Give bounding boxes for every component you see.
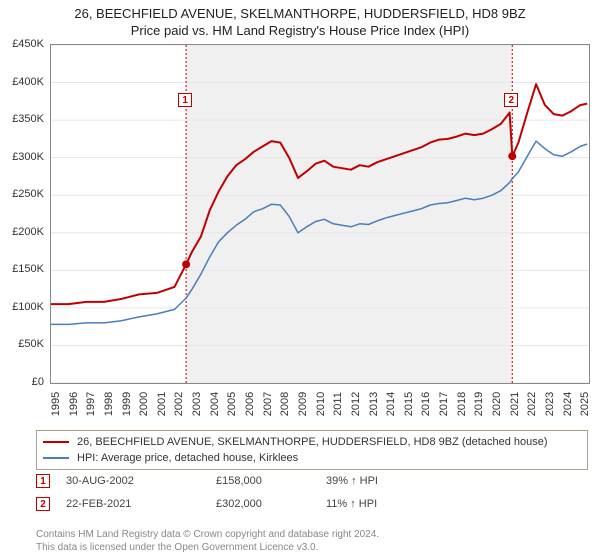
footer-line: This data is licensed under the Open Gov… — [36, 541, 379, 554]
legend-label: HPI: Average price, detached house, Kirk… — [77, 452, 298, 464]
y-tick-label: £50K — [18, 338, 44, 350]
x-tick-label: 2003 — [191, 392, 203, 416]
legend-swatch-property — [43, 441, 69, 443]
x-tick-label: 2011 — [332, 392, 344, 416]
footer-line: Contains HM Land Registry data © Crown c… — [36, 528, 379, 541]
y-tick-label: £250K — [12, 188, 44, 200]
x-tick-label: 2007 — [262, 392, 274, 416]
x-tick-label: 2000 — [138, 392, 150, 416]
y-tick-label: £0 — [32, 376, 44, 388]
sale-marker-icon: 1 — [36, 474, 50, 488]
x-tick-label: 2004 — [209, 392, 221, 416]
x-tick-label: 2014 — [385, 392, 397, 416]
x-tick-label: 1995 — [50, 392, 62, 416]
x-tick-label: 2010 — [315, 392, 327, 416]
x-tick-label: 2023 — [544, 392, 556, 416]
sale-row: 1 30-AUG-2002 £158,000 39% ↑ HPI — [36, 474, 588, 488]
x-tick-label: 2001 — [156, 392, 168, 416]
sale-row: 2 22-FEB-2021 £302,000 11% ↑ HPI — [36, 497, 588, 511]
x-tick-label: 2021 — [509, 392, 521, 416]
x-tick-label: 2015 — [403, 392, 415, 416]
x-tick-label: 2024 — [562, 392, 574, 416]
x-tick-label: 2025 — [579, 392, 591, 416]
x-tick-label: 2006 — [244, 392, 256, 416]
legend-swatch-hpi — [43, 457, 69, 459]
x-tick-label: 2020 — [491, 392, 503, 416]
x-tick-label: 2008 — [279, 392, 291, 416]
x-tick-label: 1998 — [103, 392, 115, 416]
plot-wrap: £0 £50K £100K £150K £200K £250K £300K £350K £400… — [0, 44, 600, 424]
sale-marker-icon: 2 — [504, 93, 518, 107]
x-tick-label: 2017 — [438, 392, 450, 416]
x-tick-label: 2005 — [226, 392, 238, 416]
y-tick-label: £100K — [12, 301, 44, 313]
y-tick-label: £450K — [12, 38, 44, 50]
chart-title-subtitle: Price paid vs. HM Land Registry's House … — [0, 21, 600, 44]
sale-marker-icon: 1 — [178, 93, 192, 107]
footer: Contains HM Land Registry data © Crown c… — [36, 528, 379, 554]
sale-date: 30-AUG-2002 — [66, 475, 216, 487]
legend: 26, BEECHFIELD AVENUE, SKELMANTHORPE, HU… — [36, 430, 588, 470]
legend-label: 26, BEECHFIELD AVENUE, SKELMANTHORPE, HU… — [77, 436, 548, 448]
x-tick-label: 2022 — [526, 392, 538, 416]
y-tick-label: £150K — [12, 263, 44, 275]
x-tick-label: 1999 — [121, 392, 133, 416]
x-tick-label: 2002 — [173, 392, 185, 416]
y-tick-label: £350K — [12, 113, 44, 125]
x-tick-label: 2018 — [456, 392, 468, 416]
x-tick-label: 1996 — [68, 392, 80, 416]
sale-marker-icon: 2 — [36, 497, 50, 511]
sale-delta: 39% ↑ HPI — [326, 475, 446, 487]
y-tick-label: £400K — [12, 76, 44, 88]
x-tick-label: 2013 — [368, 392, 380, 416]
y-tick-label: £200K — [12, 226, 44, 238]
y-tick-label: £300K — [12, 151, 44, 163]
chart-title-address: 26, BEECHFIELD AVENUE, SKELMANTHORPE, HU… — [0, 0, 600, 21]
x-tick-label: 2016 — [420, 392, 432, 416]
x-tick-label: 2009 — [297, 392, 309, 416]
sale-price: £158,000 — [216, 475, 326, 487]
legend-row: HPI: Average price, detached house, Kirk… — [43, 450, 581, 466]
sale-price: £302,000 — [216, 498, 326, 510]
legend-row: 26, BEECHFIELD AVENUE, SKELMANTHORPE, HU… — [43, 434, 581, 450]
x-tick-label: 2019 — [473, 392, 485, 416]
sale-date: 22-FEB-2021 — [66, 498, 216, 510]
x-tick-label: 2012 — [350, 392, 362, 416]
x-tick-label: 1997 — [85, 392, 97, 416]
sale-delta: 11% ↑ HPI — [326, 498, 446, 510]
